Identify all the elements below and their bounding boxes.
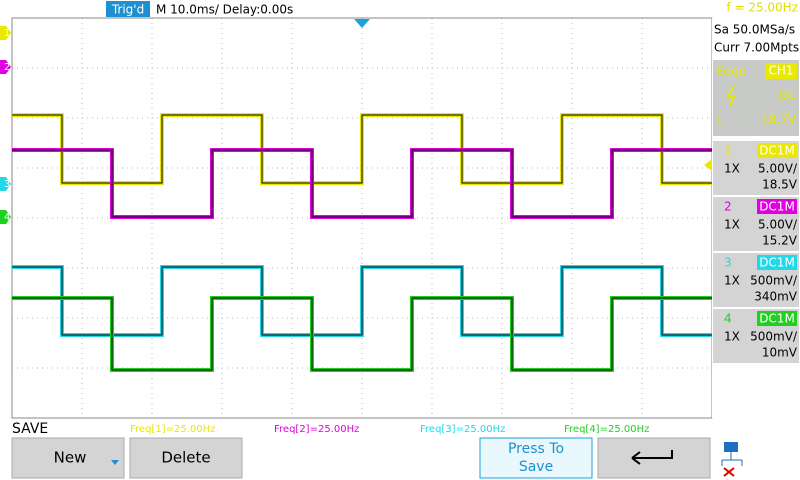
network-icon bbox=[724, 442, 738, 452]
level-label: L bbox=[716, 113, 723, 127]
trigger-mode: Edge bbox=[716, 65, 746, 79]
new-arrow bbox=[111, 460, 119, 465]
trigger-source-box bbox=[765, 63, 797, 79]
channel-probe: 1X bbox=[724, 162, 740, 176]
channel-scale: 500mV/ bbox=[750, 330, 798, 344]
channel-coupling: DC1M bbox=[759, 256, 795, 270]
channel-offset: 15.2V bbox=[762, 234, 798, 248]
trigger-position bbox=[354, 19, 370, 28]
channel-number: 4 bbox=[724, 312, 732, 326]
waveforms bbox=[12, 113, 712, 372]
timebase: M 10.0ms/ Delay:0.00s bbox=[156, 3, 293, 17]
channel-offset: 340mV bbox=[754, 290, 798, 304]
channel-markers: 1 2 3 4 bbox=[0, 26, 11, 224]
channel-number: 3 bbox=[724, 256, 732, 270]
trig-status: Trig'd bbox=[111, 3, 144, 17]
channel-coupling: DC1M bbox=[759, 144, 795, 158]
trig-badge bbox=[106, 1, 150, 17]
save-wrap: Press To Save bbox=[507, 441, 565, 475]
channel-number: 2 bbox=[724, 200, 732, 214]
top-bar bbox=[0, 0, 800, 18]
network-lines bbox=[721, 452, 743, 466]
channel-marker-label: 2 bbox=[4, 62, 10, 73]
channel-scale: 500mV/ bbox=[750, 274, 798, 288]
measurement: Freq[1]=25.00Hz bbox=[130, 424, 215, 435]
trigger-coupling: DC bbox=[778, 89, 796, 103]
save-button[interactable] bbox=[479, 437, 593, 479]
channel-marker-label: 3 bbox=[4, 179, 10, 190]
trigger-level: 18.7V bbox=[761, 113, 797, 127]
channel-coupling: DC1M bbox=[759, 312, 795, 326]
back-icon bbox=[631, 450, 673, 465]
channel-blocks: 1 DC1M 1X 5.00V/18.5V 2 DC1M 1X 5.00V/15.2V 3 DC1… bbox=[713, 141, 799, 363]
new-label: New bbox=[54, 449, 87, 467]
network-error bbox=[723, 467, 735, 477]
channel-probe: 1X bbox=[724, 274, 740, 288]
delete-label: Delete bbox=[161, 449, 210, 467]
coupling-box bbox=[757, 199, 797, 214]
channel-marker bbox=[0, 26, 11, 40]
channel-offset: 18.5V bbox=[762, 178, 798, 192]
channel-marker-label: 4 bbox=[4, 212, 10, 223]
sample-rate: Sa 50.0MSa/s bbox=[714, 23, 795, 37]
measurement: Freq[2]=25.00Hz bbox=[274, 424, 359, 435]
trigger-source: CH1 bbox=[768, 64, 793, 78]
channel-marker bbox=[0, 60, 11, 74]
channel-probe: 1X bbox=[724, 218, 740, 232]
trigger-level-marker bbox=[704, 159, 712, 171]
channel-marker bbox=[0, 177, 11, 191]
measurements: Freq[1]=25.00Hz Freq[2]=25.00Hz Freq[3]=25… bbox=[130, 424, 649, 435]
coupling-box bbox=[757, 255, 797, 270]
measurement: Freq[4]=25.00Hz bbox=[564, 424, 649, 435]
waveform-edge bbox=[12, 297, 712, 371]
menu-title: SAVE bbox=[12, 421, 48, 437]
save-label: Press To Save bbox=[507, 441, 565, 475]
memory-depth: Curr 7.00Mpts bbox=[714, 41, 799, 55]
channel-scale: 5.00V/ bbox=[758, 218, 798, 232]
waveform-edge bbox=[12, 149, 712, 218]
delete-button[interactable] bbox=[129, 437, 243, 479]
channel-coupling: DC1M bbox=[759, 200, 795, 214]
channel-probe: 1X bbox=[724, 330, 740, 344]
new-button[interactable] bbox=[11, 437, 125, 479]
channel-marker-label: 1 bbox=[4, 28, 10, 39]
measurement: Freq[3]=25.00Hz bbox=[420, 424, 505, 435]
channel-marker bbox=[0, 210, 11, 224]
channel-offset: 10mV bbox=[762, 346, 798, 360]
edge-icon bbox=[726, 85, 736, 107]
frequency: f = 25.00Hz bbox=[726, 1, 798, 15]
channel-scale: 5.00V/ bbox=[758, 162, 798, 176]
channel-number: 1 bbox=[724, 144, 732, 158]
coupling-box bbox=[757, 143, 797, 158]
coupling-box bbox=[757, 311, 797, 326]
